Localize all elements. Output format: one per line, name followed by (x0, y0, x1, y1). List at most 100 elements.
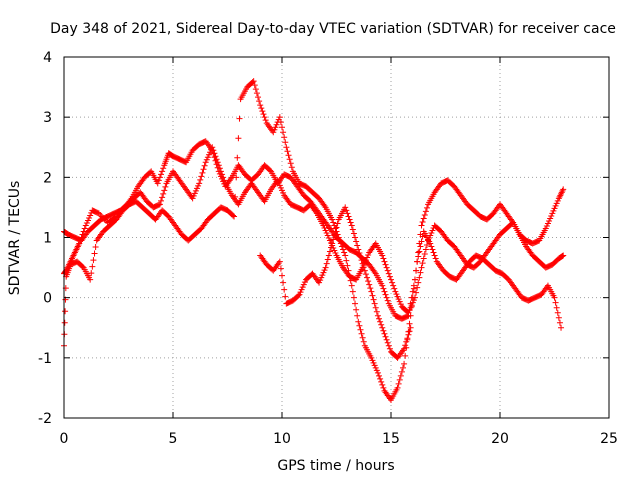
data-point (301, 279, 308, 286)
data-point (253, 90, 260, 97)
data-point (286, 156, 293, 163)
data-point (317, 277, 324, 284)
data-point (543, 222, 550, 229)
data-point (404, 335, 411, 342)
data-point (354, 312, 361, 319)
data-point (395, 380, 402, 387)
data-point (377, 318, 384, 325)
data-point (396, 298, 403, 305)
data-point (338, 243, 345, 250)
data-point (346, 216, 353, 223)
data-point (321, 224, 328, 231)
data-point (551, 205, 558, 212)
data-point (323, 260, 330, 267)
data-point (346, 272, 353, 279)
y-tick-label: 4 (43, 50, 52, 66)
data-point (203, 156, 210, 163)
data-point (353, 306, 360, 313)
data-point (333, 224, 340, 231)
data-point (347, 277, 354, 284)
data-point (211, 150, 218, 157)
data-point (401, 345, 408, 352)
data-point (384, 267, 391, 274)
data-point (217, 168, 224, 175)
data-point (236, 115, 243, 122)
data-point (272, 124, 279, 131)
data-point (414, 258, 421, 265)
data-point (87, 212, 94, 219)
data-point (219, 171, 226, 178)
data-point (355, 246, 362, 253)
data-point (154, 180, 161, 187)
data-point (429, 246, 436, 253)
data-point (337, 240, 344, 247)
data-point (359, 334, 366, 341)
data-point (235, 135, 242, 142)
data-point (329, 240, 336, 247)
data-point (417, 243, 424, 250)
data-point (340, 246, 347, 253)
data-point (376, 315, 383, 322)
data-point (216, 165, 223, 172)
data-point (356, 250, 363, 257)
data-point (162, 183, 169, 190)
data-point (285, 152, 292, 159)
data-point (251, 82, 258, 89)
data-point (87, 276, 94, 283)
data-point (316, 279, 323, 286)
data-point (401, 360, 408, 367)
data-point (391, 285, 398, 292)
data-point (420, 255, 427, 262)
data-point (420, 215, 427, 222)
data-point (383, 294, 390, 301)
data-point (276, 258, 283, 265)
x-tick-label: 10 (273, 431, 291, 447)
data-point (372, 304, 379, 311)
data-point (384, 297, 391, 304)
data-point (414, 284, 421, 291)
data-point (158, 197, 165, 204)
data-point (198, 173, 205, 180)
data-point (558, 324, 565, 331)
data-point (358, 330, 365, 337)
data-point (546, 217, 553, 224)
data-point (156, 174, 163, 181)
data-point (347, 219, 354, 226)
data-point (82, 222, 89, 229)
data-point (159, 194, 166, 201)
data-point (88, 270, 95, 277)
data-point (281, 286, 288, 293)
data-point (207, 149, 214, 156)
data-point (360, 264, 367, 271)
data-point (279, 187, 285, 194)
data-point (161, 187, 168, 194)
data-point (547, 215, 554, 222)
y-tick-label: 1 (43, 231, 52, 247)
data-point (413, 289, 420, 296)
data-point (204, 154, 211, 161)
data-point (422, 246, 429, 253)
data-point (324, 232, 331, 239)
data-point (544, 220, 551, 227)
data-point (560, 186, 567, 193)
data-point (354, 242, 361, 249)
data-point (558, 253, 565, 260)
data-point (410, 297, 417, 304)
data-point (555, 314, 562, 321)
data-point (231, 213, 238, 220)
data-point (284, 148, 291, 155)
data-point (320, 269, 327, 276)
data-point (350, 230, 357, 237)
data-point (342, 204, 349, 211)
data-point (357, 253, 364, 260)
data-point (282, 139, 289, 146)
data-point (330, 236, 337, 243)
x-tick-label: 25 (600, 431, 618, 447)
data-point (232, 193, 239, 200)
data-point (201, 162, 208, 169)
data-point (214, 159, 221, 166)
data-point (257, 102, 264, 109)
data-point (325, 252, 332, 259)
data-point (373, 367, 380, 374)
data-point (385, 270, 392, 277)
